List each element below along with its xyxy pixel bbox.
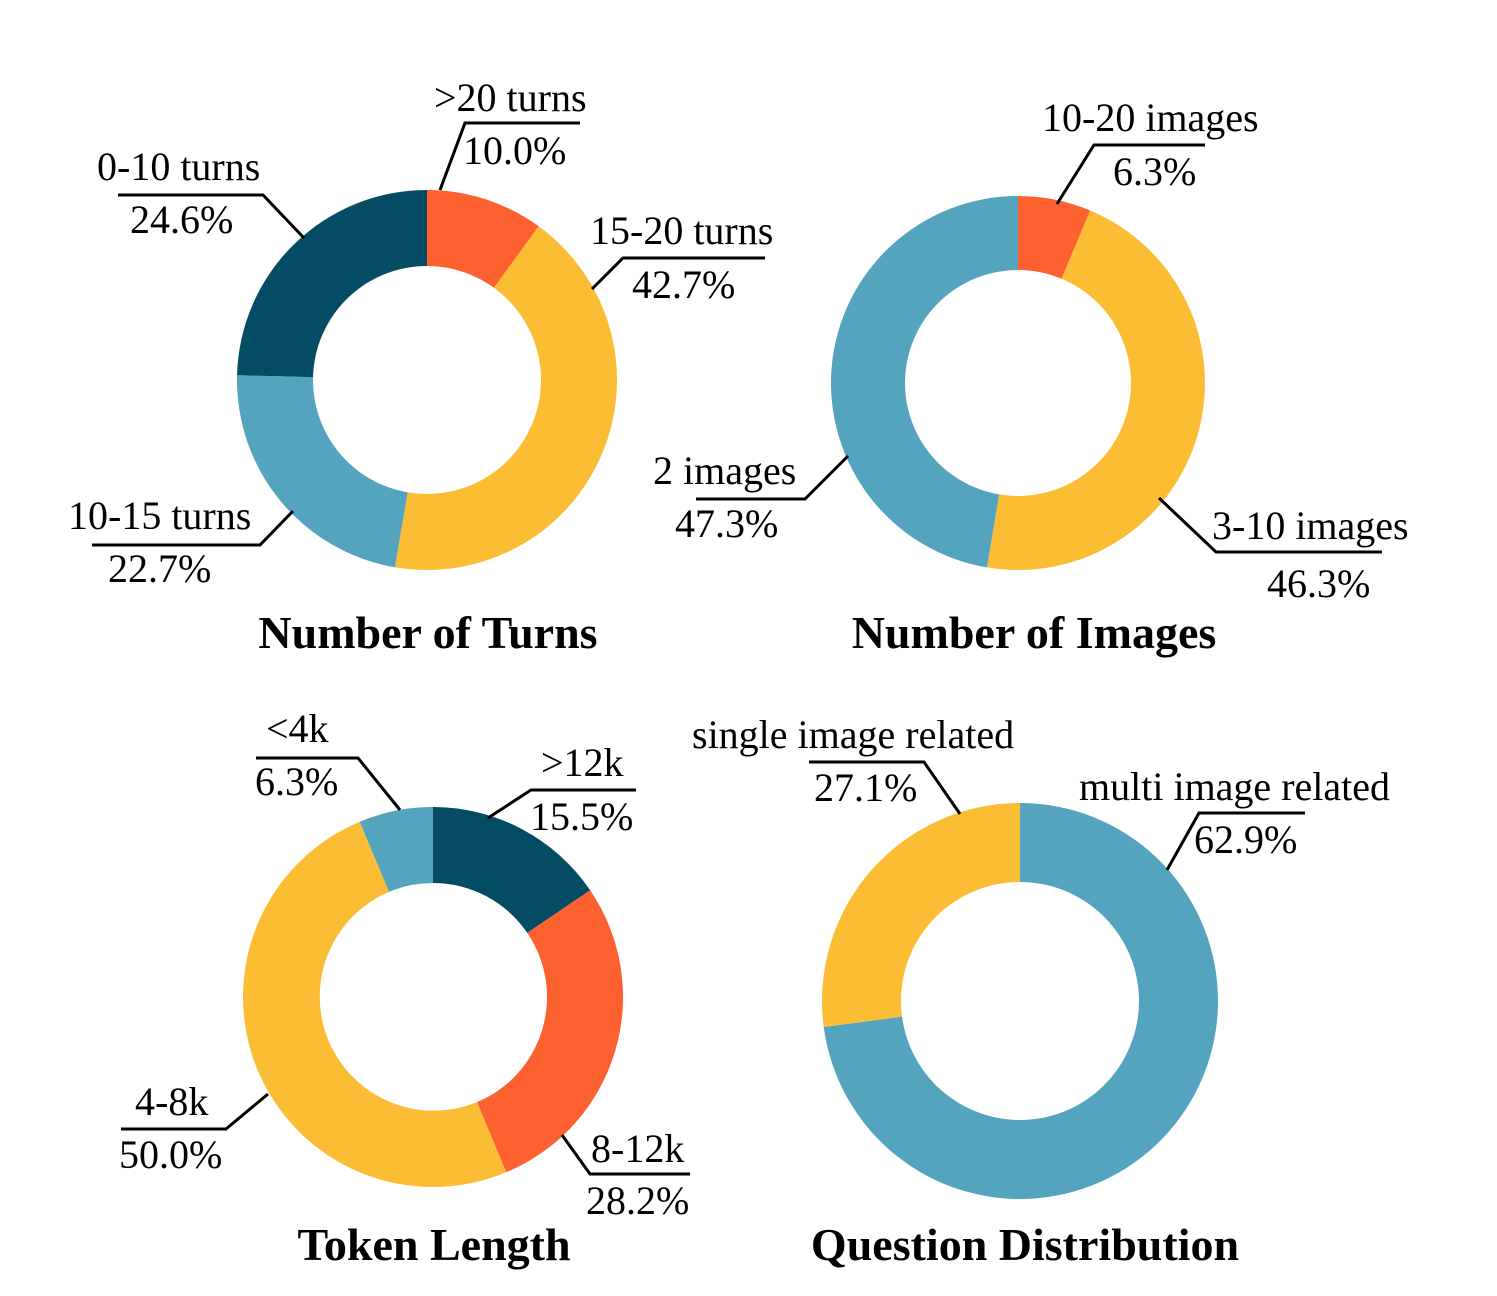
slice-value-label: 50.0%: [119, 1132, 222, 1177]
images-slices: [830, 196, 1205, 570]
annotation-8-12k: 8-12k 28.2%: [560, 1126, 690, 1223]
leader-line: [1165, 811, 1305, 871]
leader-line: [118, 193, 306, 240]
leader-line: [1055, 143, 1205, 205]
slice-value-label: 10.0%: [463, 128, 566, 173]
leader-line: [809, 760, 962, 815]
donut-slice-4k: [359, 807, 433, 892]
leader-line: [256, 756, 402, 811]
annotation-gt20-turns: >20 turns 10.0%: [434, 75, 587, 191]
chart-title: Question Distribution: [811, 1219, 1239, 1270]
token-slices: [242, 807, 624, 1188]
annotation-15-20-turns: 15-20 turns 42.7%: [590, 208, 773, 307]
chart-question-distribution: multi image related 62.9% single image r…: [692, 712, 1390, 1270]
leader-line: [487, 788, 636, 820]
leader-line: [121, 1092, 269, 1131]
donut-slice-2-images: [830, 196, 1018, 568]
slice-value-label: 24.6%: [130, 197, 233, 242]
annotation-single-image-related: single image related 27.1%: [692, 712, 1014, 815]
donut-slice-8-12k: [476, 890, 624, 1173]
slice-value-label: 15.5%: [530, 794, 633, 839]
slice-value-label: 28.2%: [586, 1178, 689, 1223]
slice-name-label: 15-20 turns: [590, 208, 773, 253]
donut-slice-10-20-images: [1018, 196, 1091, 279]
annotation-2-images: 2 images 47.3%: [653, 448, 850, 546]
slice-name-label: <4k: [266, 706, 329, 751]
chart-token-length: >12k 15.5% 8-12k 28.2% 4-8k 50.0% <4k 6.…: [119, 706, 690, 1270]
leader-line: [696, 454, 850, 501]
donut-slice-10-15-turns: [237, 375, 408, 568]
donut-slice-multi-image-related: [823, 803, 1218, 1199]
slice-name-label: 8-12k: [591, 1126, 684, 1171]
slice-name-label: 3-10 images: [1212, 503, 1409, 548]
slice-name-label: 10-15 turns: [68, 493, 251, 538]
slice-name-label: 10-20 images: [1042, 95, 1259, 140]
annotation-gt12k: >12k 15.5%: [487, 740, 636, 839]
slice-value-label: 42.7%: [632, 262, 735, 307]
slice-name-label: >20 turns: [434, 75, 587, 120]
chart-title: Number of Images: [852, 607, 1217, 658]
donut-slice-12k: [433, 807, 591, 933]
donut-slice-3-10-images: [986, 210, 1205, 570]
question-slices: [821, 802, 1218, 1199]
annotation-10-15-turns: 10-15 turns 22.7%: [68, 493, 295, 591]
leader-line: [560, 1134, 690, 1176]
slice-value-label: 6.3%: [255, 759, 338, 804]
donut-slice-20-turns: [427, 190, 539, 288]
slice-name-label: 4-8k: [135, 1079, 208, 1124]
donut-slice-single-image-related: [821, 802, 1020, 1028]
slice-value-label: 47.3%: [675, 501, 778, 546]
slice-value-label: 62.9%: [1194, 817, 1297, 862]
leader-line: [438, 121, 580, 191]
annotation-0-10-turns: 0-10 turns 24.6%: [97, 144, 306, 242]
chart-title: Token Length: [297, 1219, 570, 1270]
donut-slice-0-10-turns: [237, 190, 427, 378]
chart-number-of-images: 10-20 images 6.3% 3-10 images 46.3% 2 im…: [653, 95, 1409, 658]
slice-value-label: 22.7%: [108, 546, 211, 591]
slice-name-label: single image related: [692, 712, 1014, 757]
turns-slices: [237, 190, 617, 570]
donut-slice-15-20-turns: [394, 226, 617, 570]
slice-name-label: >12k: [541, 740, 624, 785]
chart-number-of-turns: >20 turns 10.0% 15-20 turns 42.7% 10-15 …: [68, 75, 773, 658]
leader-line: [92, 509, 295, 547]
leader-line: [590, 256, 765, 291]
slice-name-label: 2 images: [653, 448, 796, 493]
annotation-multi-image-related: multi image related 62.9%: [1079, 764, 1390, 871]
annotation-4-8k: 4-8k 50.0%: [119, 1079, 269, 1177]
slice-name-label: 0-10 turns: [97, 144, 260, 189]
donut-slice-4-8k: [242, 821, 507, 1188]
chart-title: Number of Turns: [258, 607, 597, 658]
slice-value-label: 27.1%: [814, 765, 917, 810]
slice-value-label: 46.3%: [1267, 561, 1370, 606]
leader-line: [1157, 496, 1382, 554]
slice-value-label: 6.3%: [1113, 149, 1196, 194]
annotation-3-10-images: 3-10 images 46.3%: [1157, 496, 1409, 606]
slice-name-label: multi image related: [1079, 764, 1390, 809]
annotation-lt4k: <4k 6.3%: [255, 706, 402, 811]
annotation-10-20-images: 10-20 images 6.3%: [1042, 95, 1259, 205]
